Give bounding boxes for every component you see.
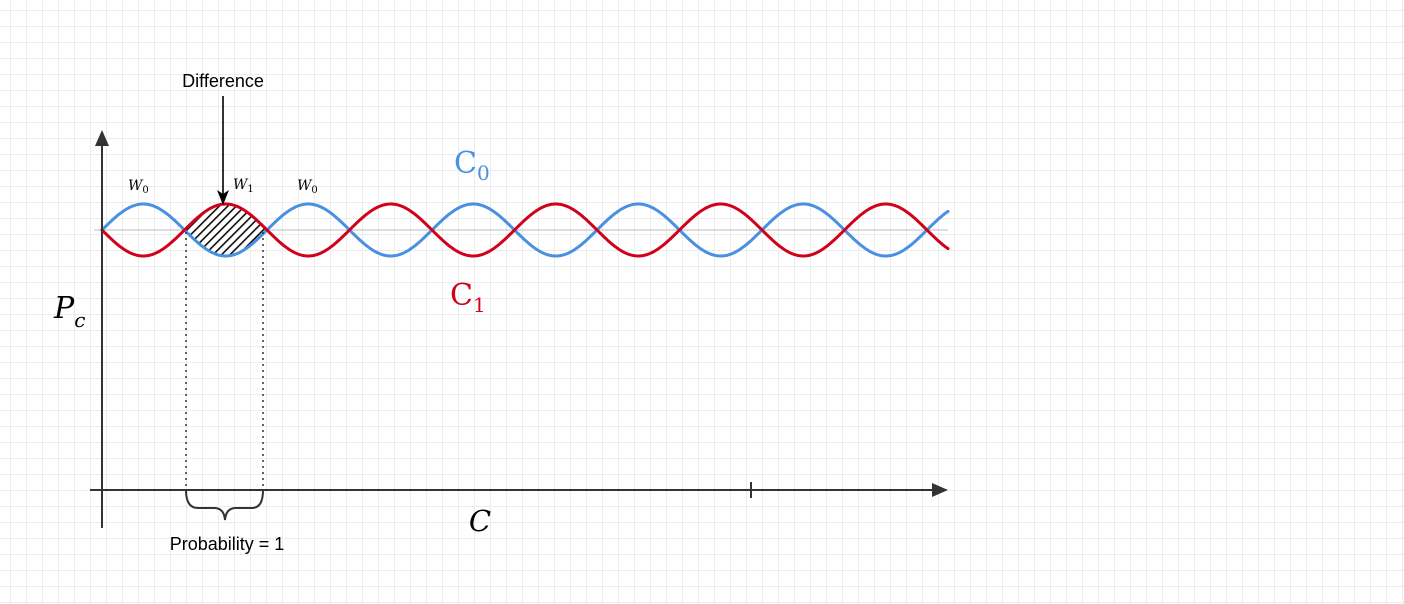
w1-label: W1 bbox=[233, 177, 254, 195]
y-axis-label-sub: c bbox=[74, 308, 85, 332]
y-axis-label-base: P bbox=[53, 291, 75, 326]
c0-label: C0 bbox=[454, 146, 490, 185]
x-axis-label: C bbox=[469, 504, 491, 538]
x-axis-arrowhead bbox=[932, 483, 948, 497]
y-axis-arrowhead bbox=[95, 130, 109, 146]
w0-right-label: W0 bbox=[297, 178, 318, 196]
w0-right-sub: 0 bbox=[311, 185, 317, 196]
y-axis-label: Pc bbox=[53, 291, 85, 332]
w1-base: W bbox=[233, 177, 249, 193]
arrow-down-icon bbox=[217, 190, 229, 205]
c1-sub: 1 bbox=[473, 293, 486, 317]
curly-brace-icon bbox=[185, 489, 264, 521]
difference-region bbox=[184, 204, 267, 256]
c0-sub: 0 bbox=[477, 161, 490, 185]
c1-base: C bbox=[450, 278, 473, 313]
w0-left-base: W bbox=[128, 178, 144, 194]
w0-right-base: W bbox=[297, 178, 313, 194]
c0-wave bbox=[100, 202, 950, 258]
w1-sub: 1 bbox=[247, 184, 253, 195]
difference-label: Difference bbox=[182, 71, 264, 91]
c1-label: C1 bbox=[450, 278, 486, 317]
c0-base: C bbox=[454, 146, 477, 181]
w0-left-sub: 0 bbox=[142, 185, 148, 196]
c1-wave bbox=[100, 202, 950, 258]
probability-label: Probability = 1 bbox=[170, 534, 285, 554]
w0-left-label: W0 bbox=[128, 178, 149, 196]
